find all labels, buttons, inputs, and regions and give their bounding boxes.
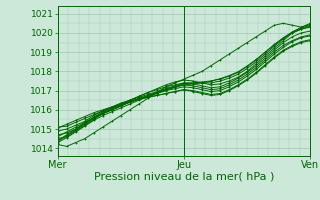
X-axis label: Pression niveau de la mer( hPa ): Pression niveau de la mer( hPa ) [94,172,274,182]
